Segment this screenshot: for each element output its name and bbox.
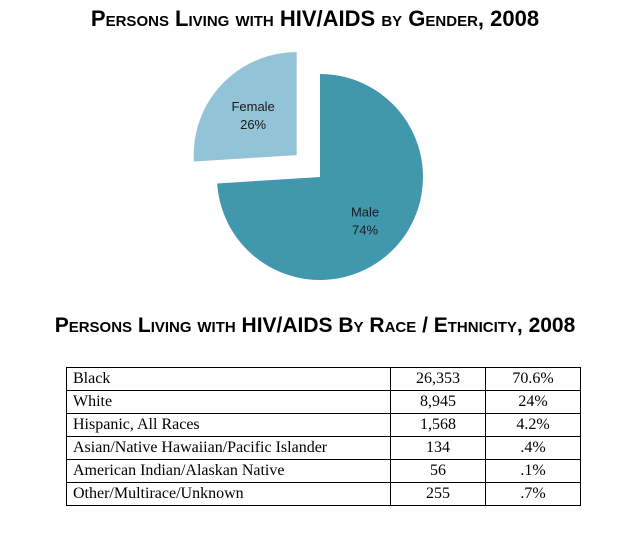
race-group-cell: White xyxy=(66,390,391,414)
percent-cell: .4% xyxy=(485,436,581,460)
pie-value-female: 26% xyxy=(240,117,266,132)
table-row: Other/Multirace/Unknown 255.7% xyxy=(66,482,581,506)
percent-cell: 24% xyxy=(485,390,581,414)
race-group-cell: Hispanic, All Races xyxy=(66,413,391,437)
race-group-cell: Black xyxy=(66,367,391,391)
gender-pie-chart: Male 74% Female 26% xyxy=(193,52,423,280)
pie-slice-female xyxy=(193,52,297,162)
pie-slice-male xyxy=(217,74,423,280)
table-row: American Indian/Alaskan Native 56.1% xyxy=(66,459,581,483)
race-group-cell: American Indian/Alaskan Native xyxy=(66,459,391,483)
count-cell: 255 xyxy=(390,482,486,506)
percent-cell: 70.6% xyxy=(485,367,581,391)
race-ethnicity-table: Black 26,353 70.6% White 8,945 24% Hispanic, A… xyxy=(66,367,581,506)
count-cell: 56 xyxy=(390,459,486,483)
percent-cell: .7% xyxy=(485,482,581,506)
race-group-cell: Asian/Native Hawaiian/Pacific Islander xyxy=(66,436,391,460)
table-row: Hispanic, All Races 1,568 4.2% xyxy=(66,413,581,437)
percent-cell: .1% xyxy=(485,459,581,483)
count-cell: 134 xyxy=(390,436,486,460)
race-table-title: Persons Living with HIV/AIDS By Race / E… xyxy=(54,314,576,337)
table-row: Black 26,353 70.6% xyxy=(66,367,581,391)
table-row: White 8,945 24% xyxy=(66,390,581,414)
pie-label-male: Male xyxy=(351,204,379,219)
race-group-cell: Other/Multirace/Unknown xyxy=(66,482,391,506)
percent-cell: 4.2% xyxy=(485,413,581,437)
count-cell: 8,945 xyxy=(390,390,486,414)
gender-chart-title: Persons Living with HIV/AIDS by Gender, … xyxy=(90,6,540,31)
count-cell: 26,353 xyxy=(390,367,486,391)
pie-value-male: 74% xyxy=(352,222,378,237)
table-row: Asian/Native Hawaiian/Pacific Islander 13… xyxy=(66,436,581,460)
pie-label-female: Female xyxy=(231,99,274,114)
count-cell: 1,568 xyxy=(390,413,486,437)
